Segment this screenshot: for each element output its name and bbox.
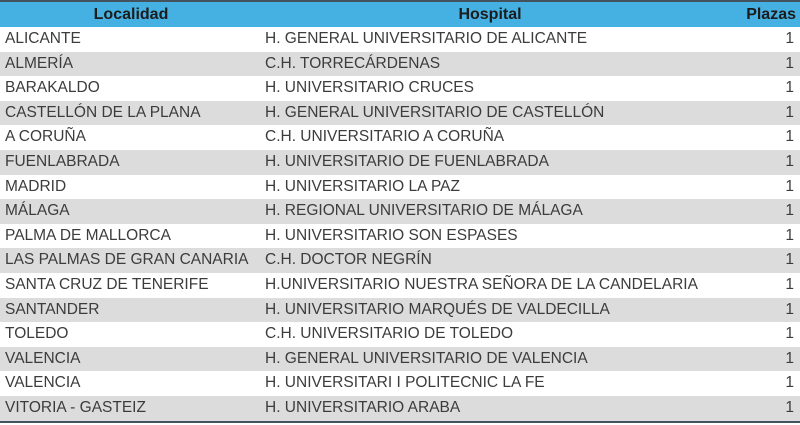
table-row: TOLEDO C.H. UNIVERSITARIO DE TOLEDO 1 <box>0 322 800 347</box>
table-row: BARAKALDO H. UNIVERSITARIO CRUCES 1 <box>0 76 800 101</box>
cell-localidad: BARAKALDO <box>5 79 100 97</box>
cell-hospital: C.H. TORRECÁRDENAS <box>265 54 441 72</box>
cell-plazas: 1 <box>785 54 794 72</box>
cell-hospital: H. REGIONAL UNIVERSITARIO DE MÁLAGA <box>265 202 583 220</box>
column-header-hospital: Hospital <box>262 1 718 27</box>
table-row: FUENLABRADA H. UNIVERSITARIO DE FUENLABR… <box>0 149 800 175</box>
cell-plazas: 1 <box>785 325 794 343</box>
cell-plazas: 1 <box>785 177 794 195</box>
column-header-plazas: Plazas <box>718 1 800 27</box>
cell-hospital: H. UNIVERSITARIO LA PAZ <box>265 177 460 195</box>
cell-hospital: H. GENERAL UNIVERSITARIO DE CASTELLÓN <box>265 103 605 121</box>
cell-hospital: H. UNIVERSITARIO SON ESPASES <box>265 226 518 244</box>
table-row: SANTA CRUZ DE TENERIFE H.UNIVERSITARIO N… <box>0 272 800 298</box>
cell-localidad: A CORUÑA <box>5 128 86 146</box>
cell-localidad: MADRID <box>5 177 67 195</box>
cell-plazas: 1 <box>785 128 794 146</box>
column-header-localidad: Localidad <box>0 1 262 27</box>
cell-hospital: H. UNIVERSITARI I POLITECNIC LA FE <box>265 374 545 392</box>
cell-localidad: VALENCIA <box>5 349 81 367</box>
cell-localidad: SANTANDER <box>5 300 100 318</box>
table-row: MADRID H. UNIVERSITARIO LA PAZ 1 <box>0 174 800 200</box>
cell-hospital: C.H. UNIVERSITARIO DE TOLEDO <box>265 325 514 343</box>
cell-plazas: 1 <box>785 226 794 244</box>
cell-hospital: H. GENERAL UNIVERSITARIO DE VALENCIA <box>265 349 588 367</box>
table-row: VALENCIA H. GENERAL UNIVERSITARIO DE VAL… <box>0 346 800 372</box>
cell-hospital: H. UNIVERSITARIO MARQUÉS DE VALDECILLA <box>265 300 610 318</box>
cell-localidad: LAS PALMAS DE GRAN CANARIA <box>5 251 249 269</box>
table-row: ALICANTE H. GENERAL UNIVERSITARIO DE ALI… <box>0 27 800 52</box>
table-row: LAS PALMAS DE GRAN CANARIA C.H. DOCTOR N… <box>0 248 800 273</box>
cell-localidad: SANTA CRUZ DE TENERIFE <box>5 275 209 293</box>
table-row: A CORUÑA C.H. UNIVERSITARIO A CORUÑA 1 <box>0 125 800 150</box>
cell-localidad: VITORIA - GASTEIZ <box>5 398 146 416</box>
cell-hospital: C.H. UNIVERSITARIO A CORUÑA <box>265 128 505 146</box>
cell-localidad: ALMERÍA <box>5 54 74 72</box>
cell-plazas: 1 <box>785 103 794 121</box>
cell-plazas: 1 <box>785 275 794 293</box>
cell-plazas: 1 <box>785 300 794 318</box>
table-row: PALMA DE MALLORCA H. UNIVERSITARIO SON E… <box>0 223 800 249</box>
cell-localidad: VALENCIA <box>5 374 81 392</box>
cell-plazas: 1 <box>785 152 794 170</box>
cell-hospital: H.UNIVERSITARIO NUESTRA SEÑORA DE LA CAN… <box>265 275 698 293</box>
cell-plazas: 1 <box>785 251 794 269</box>
table-row: ALMERÍA C.H. TORRECÁRDENAS 1 <box>0 51 800 77</box>
cell-hospital: H. UNIVERSITARIO CRUCES <box>265 79 474 97</box>
cell-plazas: 1 <box>785 202 794 220</box>
cell-localidad: PALMA DE MALLORCA <box>5 226 171 244</box>
cell-localidad: TOLEDO <box>5 325 69 343</box>
table-row: SANTANDER H. UNIVERSITARIO MARQUÉS DE VA… <box>0 297 800 323</box>
table-row: VALENCIA H. UNIVERSITARI I POLITECNIC LA… <box>0 371 800 396</box>
table-header-row: Localidad Hospital Plazas <box>0 1 800 27</box>
cell-plazas: 1 <box>785 79 794 97</box>
cell-hospital: H. UNIVERSITARIO DE FUENLABRADA <box>265 152 549 170</box>
cell-hospital: H. UNIVERSITARIO ARABA <box>265 398 461 416</box>
cell-localidad: MÁLAGA <box>5 202 70 220</box>
cell-plazas: 1 <box>785 398 794 416</box>
cell-plazas: 1 <box>785 349 794 367</box>
cell-localidad: CASTELLÓN DE LA PLANA <box>5 103 201 121</box>
cell-plazas: 1 <box>785 30 794 47</box>
cell-localidad: ALICANTE <box>5 30 81 47</box>
cell-hospital: H. GENERAL UNIVERSITARIO DE ALICANTE <box>265 30 588 47</box>
table-row: CASTELLÓN DE LA PLANA H. GENERAL UNIVERS… <box>0 100 800 126</box>
cell-hospital: C.H. DOCTOR NEGRÍN <box>265 251 432 269</box>
table-row: VITORIA - GASTEIZ H. UNIVERSITARIO ARABA… <box>0 395 800 422</box>
cell-localidad: FUENLABRADA <box>5 152 120 170</box>
table-row: MÁLAGA H. REGIONAL UNIVERSITARIO DE MÁLA… <box>0 199 800 224</box>
cell-plazas: 1 <box>785 374 794 392</box>
